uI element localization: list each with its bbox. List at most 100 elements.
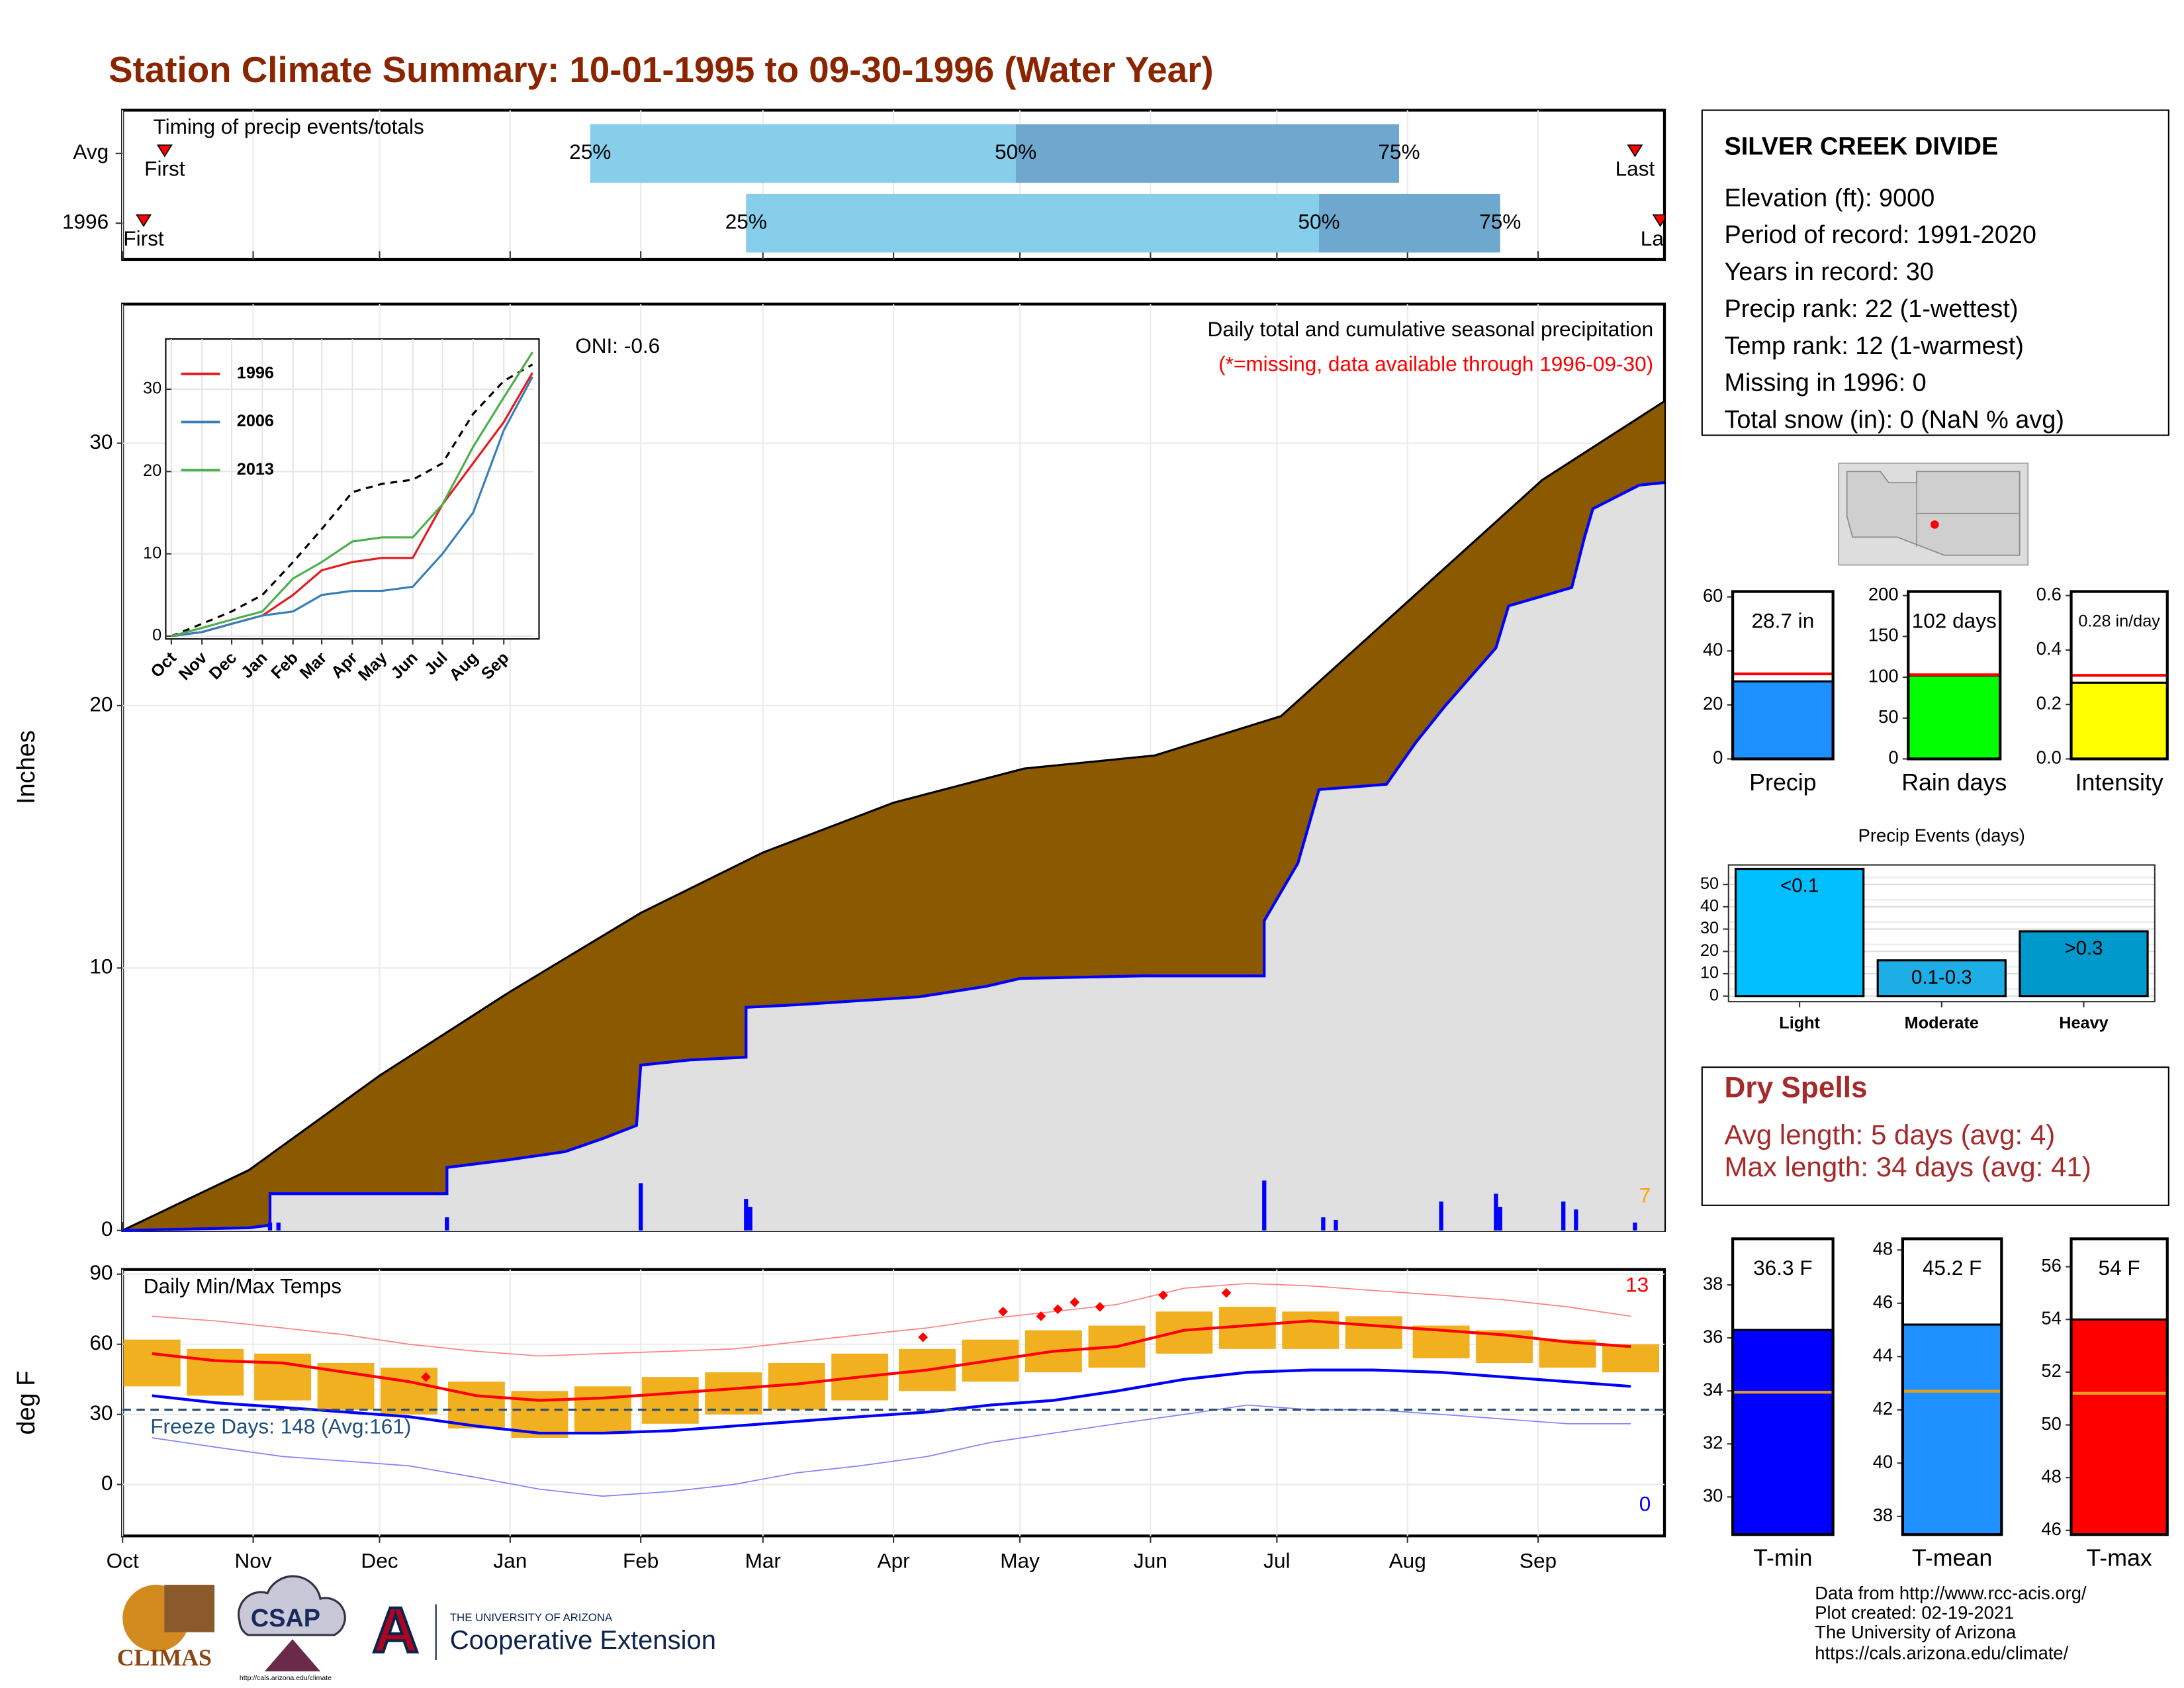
plot-frame [1727, 864, 2156, 1003]
y-tick-label: 38 [1703, 1273, 1723, 1293]
daily-precip-bar [1494, 1194, 1498, 1231]
deficit-area [122, 401, 1664, 1231]
cumulative-area [122, 482, 1664, 1231]
daily-precip-bar [1633, 1222, 1637, 1231]
daily-range-bar [447, 1382, 505, 1429]
station-line: Missing in 1996: 0 [1724, 369, 1926, 397]
dry-spells-box [1701, 1066, 2169, 1206]
event-label: Last [1615, 156, 1655, 180]
daily-range-bar [187, 1348, 244, 1396]
gauge-category: Precip [1749, 769, 1816, 796]
gauge-frame [2070, 590, 2169, 761]
y-tick-label: 0.6 [2036, 584, 2062, 604]
gauge-value-label: 54 F [2099, 1256, 2140, 1280]
legend-label: 1996 [237, 363, 274, 382]
y-tick-label: 42 [1873, 1398, 1893, 1419]
daily-precip-bar [1498, 1207, 1502, 1231]
gauge-bar [2070, 1318, 2169, 1536]
csap-logo-cloud [237, 1575, 346, 1636]
y-tick-label: 56 [2041, 1255, 2061, 1276]
station-line: Total snow (in): 0 (NaN % avg) [1724, 406, 2064, 434]
temperature-line [152, 1319, 1631, 1402]
daily-precip-bar [1334, 1219, 1338, 1231]
x-tick-label: Nov [234, 1549, 271, 1573]
x-tick-label: Jan [493, 1549, 527, 1573]
credit-line: Plot created: 02-19-2021 [1815, 1603, 2014, 1623]
daily-range-bar [123, 1339, 181, 1387]
y-tick-label: 60 [89, 1331, 113, 1354]
y-tick-label: 20 [143, 461, 161, 480]
page-title: Station Climate Summary: 10-01-1995 to 0… [109, 49, 1213, 90]
y-tick-label: 0.2 [2036, 692, 2062, 713]
daily-precip-bar [276, 1222, 281, 1231]
event-label: Last [1641, 226, 1680, 250]
timing-rows: First Last 25% 50% 75% First Last 25% 50% 75% [123, 124, 1680, 253]
x-tick-label: Mar [745, 1549, 781, 1573]
x-tick-label: Jun [1134, 1549, 1167, 1573]
station-line: Temp rank: 12 (1-warmest) [1724, 332, 2023, 360]
freeze-note: Freeze Days: 148 (Avg:161) [150, 1414, 411, 1438]
daily-precip-bar [748, 1207, 752, 1231]
y-tick-label: 50 [1878, 706, 1898, 727]
gauge-frame [1731, 590, 1835, 761]
y-tick-label: 20 [89, 692, 113, 716]
y-tick-label: 150 [1868, 625, 1899, 645]
gauge-bar [1731, 680, 1835, 761]
gauge-category: T-max [2086, 1545, 2152, 1571]
daily-range-bar [254, 1353, 312, 1401]
record-low-count: 0 [1639, 1491, 1651, 1515]
station-name: SILVER CREEK DIVIDE [1724, 132, 1998, 160]
daily-range-bar [1156, 1311, 1213, 1354]
y-axis-title: deg F [13, 1371, 40, 1435]
y-tick-label: 20 [1703, 693, 1723, 714]
csap-logo-mountain [264, 1639, 321, 1671]
y-tick-label: 40 [1703, 639, 1723, 660]
quartile-bar [1015, 124, 1399, 183]
event-marker [135, 214, 152, 227]
x-tick-label: Jul [1263, 1549, 1290, 1573]
x-tick-label: May [1000, 1549, 1040, 1573]
y-tick-label: 20 [1700, 941, 1719, 960]
record-high-marker [1221, 1288, 1232, 1298]
gauge-frame [1901, 1237, 2003, 1536]
oni-annotation: ONI: -0.6 [575, 334, 660, 357]
y-tick-label: 46 [1873, 1291, 1893, 1312]
station-lines: Elevation (ft): 9000 Period of record: 19… [1724, 184, 2064, 434]
dry-spells-title: Dry Spells [1724, 1072, 1867, 1104]
quartile-label: 25% [569, 140, 611, 164]
y-tick-label: 0.4 [2036, 638, 2062, 659]
y-tick-label: 52 [2041, 1360, 2061, 1381]
logos: CLIMAS CSAP http://cals.arizona.edu/clim… [117, 1575, 716, 1682]
y-tick-label: 50 [2041, 1413, 2061, 1434]
y-tick-label: 36 [1703, 1326, 1723, 1346]
x-tick-label: Apr [878, 1549, 910, 1573]
quartile-bar [590, 124, 1016, 183]
daily-precip-bar [1262, 1180, 1267, 1231]
x-tick-label: Dec [361, 1549, 398, 1573]
bar [1734, 867, 1865, 998]
x-tick-label: Heavy [2059, 1014, 2108, 1033]
ua-logo-text: Cooperative Extension [450, 1626, 716, 1655]
gauge-value-label: 102 days [1912, 608, 1997, 632]
event-label: First [144, 156, 185, 180]
event-marker [1627, 144, 1643, 158]
csap-logo-text: CSAP [251, 1605, 320, 1632]
quartile-label: 75% [1378, 140, 1420, 164]
y-tick-label: 30 [89, 430, 113, 453]
event-marker [156, 144, 173, 158]
quartile-label: 25% [725, 210, 767, 234]
average-line [171, 363, 533, 637]
chart-title: Precip Events (days) [1858, 825, 2025, 846]
x-tick-label: Moderate [1905, 1014, 1979, 1033]
y-tick-label: 32 [1703, 1432, 1723, 1452]
station-line: Years in record: 30 [1724, 258, 1933, 286]
missing-count: 7 [1639, 1184, 1651, 1207]
y-tick-label: 50 [1700, 874, 1719, 893]
daily-precip-bar [1439, 1201, 1443, 1231]
station-line: Period of record: 1991-2020 [1724, 221, 2036, 249]
row-label: 1996 [62, 210, 109, 234]
quartile-bar [1319, 193, 1500, 253]
series-line [171, 352, 533, 637]
daily-range-bar [705, 1372, 762, 1415]
